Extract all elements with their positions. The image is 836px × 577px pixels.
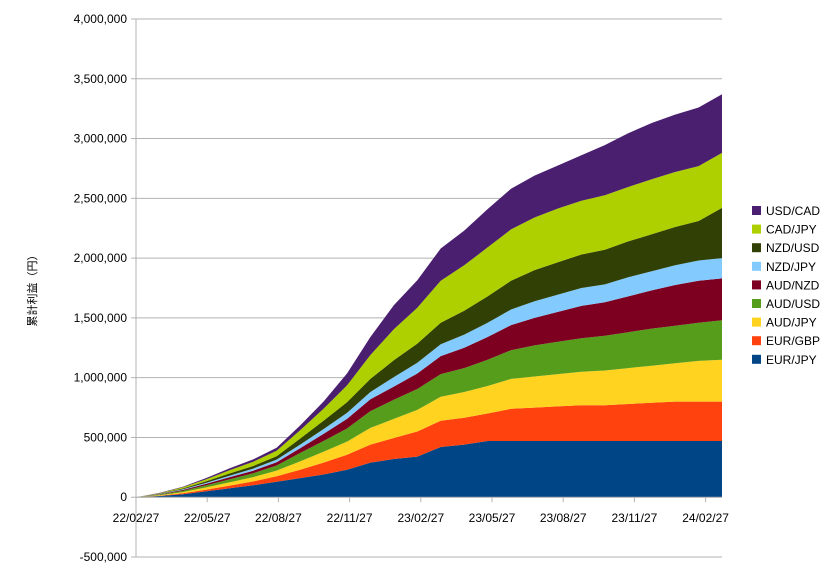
area-nzd-usd xyxy=(136,207,722,498)
y-tick-label: 0 xyxy=(120,490,127,504)
legend: USD/CAD CAD/JPY NZD/USD NZD/JPY AUD/NZD AUD/U… xyxy=(752,204,820,367)
area-eur-gbp xyxy=(136,401,722,498)
x-tick-label: 23/08/27 xyxy=(540,511,587,525)
y-axis-title: 累計利益（円） xyxy=(25,250,39,327)
legend-item-usd-cad: USD/CAD xyxy=(752,204,820,218)
legend-swatch xyxy=(752,336,761,346)
legend-label: USD/CAD xyxy=(766,204,820,218)
legend-item-eur-jpy: EUR/JPY xyxy=(752,353,817,367)
legend-label: NZD/JPY xyxy=(766,260,816,274)
area-nzd-jpy xyxy=(136,258,722,498)
legend-label: EUR/JPY xyxy=(766,353,817,367)
legend-item-eur-gbp: EUR/GBP xyxy=(752,334,820,348)
legend-swatch xyxy=(752,206,761,215)
x-tick-label: 24/02/27 xyxy=(682,511,729,525)
legend-swatch xyxy=(752,317,761,327)
legend-swatch xyxy=(752,299,761,308)
x-tick-label: 22/05/27 xyxy=(184,511,231,525)
legend-item-nzd-jpy: NZD/JPY xyxy=(752,260,816,274)
y-tick-label: 3,000,000 xyxy=(74,132,128,146)
legend-item-aud-jpy: AUD/JPY xyxy=(752,316,817,330)
legend-swatch xyxy=(752,280,761,290)
y-tick-label: 1,000,000 xyxy=(74,371,128,385)
y-tick-label: 500,000 xyxy=(84,430,128,444)
y-tick-label: 1,500,000 xyxy=(74,311,128,325)
x-tick-labels: 22/02/27 22/05/27 22/08/27 22/11/27 23/02/27… xyxy=(113,511,730,525)
legend-item-aud-usd: AUD/USD xyxy=(752,297,820,311)
area-cad-jpy xyxy=(136,152,722,498)
x-tick-label: 23/05/27 xyxy=(469,511,516,525)
x-tick-label: 23/02/27 xyxy=(397,511,444,525)
legend-item-nzd-usd: NZD/USD xyxy=(752,241,820,255)
y-tick-label: 4,000,000 xyxy=(74,12,128,26)
area-usd-cad xyxy=(136,94,722,498)
y-tick-label: 3,500,000 xyxy=(74,72,128,86)
x-tick-label: 23/11/27 xyxy=(611,511,657,525)
x-tick-label: 22/02/27 xyxy=(113,511,160,525)
y-tick-label: 2,500,000 xyxy=(74,191,128,205)
area-eur-jpy xyxy=(136,441,722,498)
axes xyxy=(131,18,722,558)
area-aud-nzd xyxy=(136,278,722,498)
legend-swatch xyxy=(752,261,761,271)
y-tick-labels: -500,000 0 500,000 1,000,000 1,500,000 2,000,… xyxy=(74,12,128,564)
legend-swatch xyxy=(752,224,761,234)
legend-label: NZD/USD xyxy=(766,241,820,255)
legend-label: AUD/NZD xyxy=(766,278,820,292)
x-tick-label: 22/11/27 xyxy=(327,511,373,525)
legend-label: AUD/USD xyxy=(766,297,820,311)
legend-swatch xyxy=(752,354,761,364)
area-aud-usd xyxy=(136,320,722,498)
y-tick-label: -500,000 xyxy=(80,550,128,564)
legend-swatch xyxy=(752,243,761,253)
legend-label: CAD/JPY xyxy=(766,223,817,237)
area-series-group xyxy=(136,94,722,498)
y-tick-label: 2,000,000 xyxy=(74,251,128,265)
area-aud-jpy xyxy=(136,359,722,498)
legend-item-aud-nzd: AUD/NZD xyxy=(752,278,820,292)
legend-label: EUR/GBP xyxy=(766,334,820,348)
legend-item-cad-jpy: CAD/JPY xyxy=(752,223,817,237)
legend-label: AUD/JPY xyxy=(766,316,817,330)
x-tick-label: 22/08/27 xyxy=(255,511,302,525)
